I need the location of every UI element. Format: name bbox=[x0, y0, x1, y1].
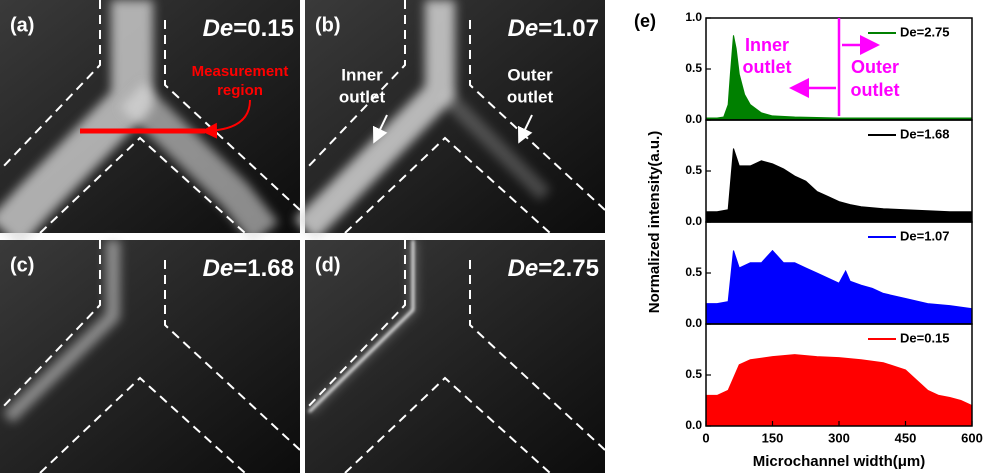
micrograph: (c) De=1.68 bbox=[0, 239, 301, 473]
annotation: Inner bbox=[341, 65, 383, 84]
parameter-symbol: De bbox=[508, 15, 539, 42]
y-tick-label: 0.5 bbox=[685, 163, 702, 177]
fluorescent-stream bbox=[439, 89, 551, 201]
annotation: region bbox=[217, 82, 263, 99]
annotation: Measurement bbox=[192, 63, 289, 80]
fluorescent-stream bbox=[294, 0, 455, 241]
x-tick-label: 600 bbox=[961, 430, 983, 445]
annotation: Outer bbox=[851, 57, 899, 77]
parameter-value: =2.75 bbox=[538, 255, 599, 282]
y-tick-label: 0.0 bbox=[685, 418, 702, 432]
annotation-arrow bbox=[517, 114, 533, 144]
panel-label: (c) bbox=[10, 254, 34, 276]
annotation: Inner bbox=[745, 35, 789, 55]
parameter-label: De=1.68 bbox=[203, 255, 294, 282]
panel-label: (b) bbox=[315, 14, 341, 36]
parameter-label: De=0.15 bbox=[203, 15, 294, 42]
parameter-symbol: De bbox=[508, 255, 539, 282]
area bbox=[705, 354, 973, 427]
annotation-arrow bbox=[372, 114, 388, 144]
y-tick-label: 0.0 bbox=[685, 112, 702, 126]
annotation: Outer bbox=[507, 65, 553, 84]
annotation-arrow bbox=[201, 99, 251, 139]
y-tick-label: 0.0 bbox=[685, 316, 702, 330]
panel-label: (d) bbox=[315, 254, 341, 276]
area bbox=[705, 249, 973, 325]
legend-label: De=1.07 bbox=[900, 228, 950, 243]
parameter-value: =1.07 bbox=[538, 15, 599, 42]
parameter-value: =0.15 bbox=[233, 15, 294, 42]
x-tick-label: 300 bbox=[828, 430, 850, 445]
micrograph: (d) De=2.75 bbox=[304, 239, 606, 473]
parameter-label: De=1.07 bbox=[508, 15, 599, 42]
x-axis-label: Microchannel width(μm) bbox=[753, 453, 926, 470]
parameter-label: De=2.75 bbox=[508, 255, 599, 282]
x-tick-label: 450 bbox=[895, 430, 917, 445]
y-tick-label: 0.5 bbox=[685, 265, 702, 279]
legend-label: De=2.75 bbox=[900, 24, 950, 39]
annotation: outlet bbox=[507, 87, 554, 106]
x-tick-label: 150 bbox=[762, 430, 784, 445]
legend-label: De=1.68 bbox=[900, 126, 950, 141]
legend-label: De=0.15 bbox=[900, 330, 950, 345]
y-tick-label: 0.5 bbox=[685, 61, 702, 75]
micrograph: (b) De=1.07 bbox=[294, 0, 606, 241]
parameter-symbol: De bbox=[203, 15, 234, 42]
panel-label: (a) bbox=[10, 14, 34, 36]
parameter-value: =1.68 bbox=[233, 255, 294, 282]
micrograph: (a) De=0.15 bbox=[0, 0, 301, 248]
annotation: outlet bbox=[851, 80, 900, 100]
y-tick-label: 1.0 bbox=[685, 10, 702, 24]
area bbox=[705, 35, 973, 121]
parameter-symbol: De bbox=[203, 255, 234, 282]
area bbox=[705, 148, 973, 223]
annotation: outlet bbox=[339, 87, 386, 106]
panel-label: (e) bbox=[634, 11, 656, 31]
x-tick-label: 0 bbox=[702, 430, 709, 445]
y-axis-label: Normalized intensity(a.u.) bbox=[646, 131, 663, 314]
y-tick-label: 0.5 bbox=[685, 367, 702, 381]
y-tick-label: 0.0 bbox=[685, 214, 702, 228]
annotation: outlet bbox=[743, 57, 792, 77]
fluorescent-stream bbox=[3, 240, 120, 424]
fluorescent-stream bbox=[0, 0, 153, 248]
fluorescent-stream bbox=[120, 82, 279, 244]
fluorescent-stream bbox=[308, 240, 415, 413]
